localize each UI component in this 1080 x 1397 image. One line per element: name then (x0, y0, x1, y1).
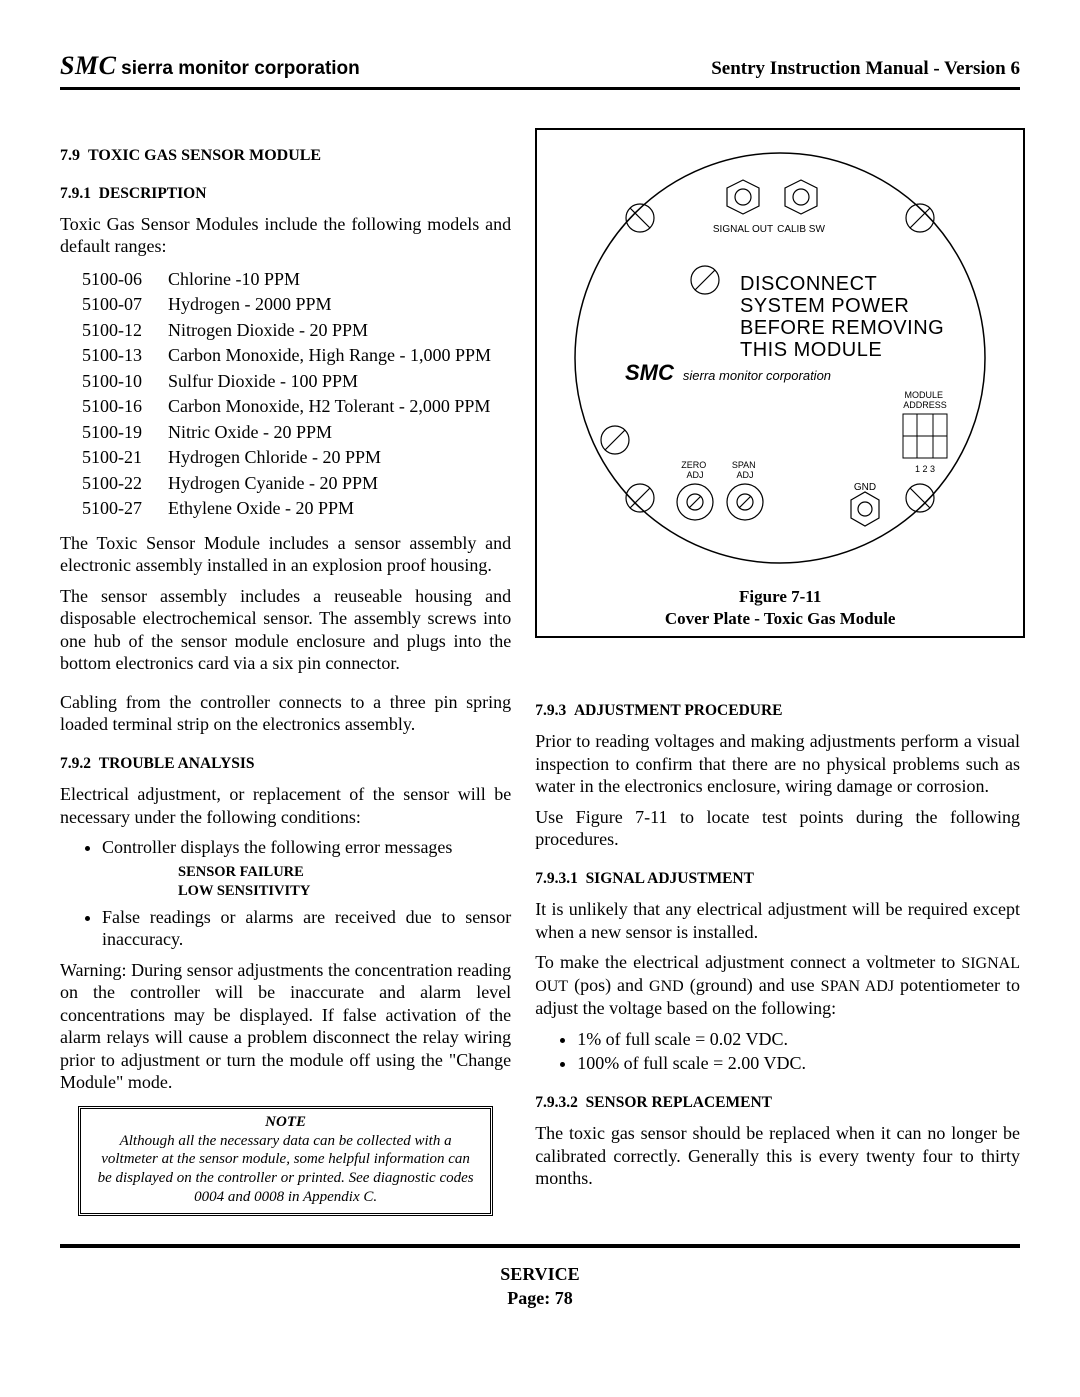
list-item: 5100-07Hydrogen - 2000 PPM (82, 293, 511, 316)
desc-p2: The sensor assembly includes a reuseable… (60, 585, 511, 675)
section-7-9-1-heading: 7.9.1 DESCRIPTION (60, 184, 511, 203)
sigadj-p1: It is unlikely that any electrical adjus… (535, 898, 1020, 943)
list-item: 100% of full scale = 2.00 VDC. (577, 1052, 1020, 1075)
svg-text:SIGNAL OUT: SIGNAL OUT (713, 224, 773, 235)
list-item: 5100-10Sulfur Dioxide - 100 PPM (82, 370, 511, 393)
svg-text:SPAN ADJ: SPAN ADJ (732, 460, 758, 480)
brand-company: sierra monitor corporation (121, 58, 360, 79)
sec-num: 7.9.2 (60, 755, 91, 772)
error-msg: SENSOR FAILURE (178, 863, 511, 883)
list-item: 5100-22Hydrogen Cyanide - 20 PPM (82, 472, 511, 495)
brand-smc: SMC (60, 51, 116, 80)
desc-p3: Cabling from the controller connects to … (60, 691, 511, 736)
figure-7-11: SIGNAL OUT CALIB SW DISCONNECT SYSTEM PO… (535, 128, 1025, 638)
list-item: 5100-12Nitrogen Dioxide - 20 PPM (82, 319, 511, 342)
list-item: 5100-13Carbon Monoxide, High Range - 1,0… (82, 344, 511, 367)
sec-num: 7.9.1 (60, 185, 91, 202)
note-title: NOTE (93, 1113, 478, 1132)
desc-intro: Toxic Gas Sensor Modules include the fol… (60, 213, 511, 258)
list-item: 5100-19Nitric Oxide - 20 PPM (82, 421, 511, 444)
svg-text:SMC sierra monitor c: SMC sierra monitor corporation (625, 360, 831, 385)
list-item: 5100-27Ethylene Oxide - 20 PPM (82, 497, 511, 520)
sec-title: TROUBLE ANALYSIS (99, 755, 255, 772)
svg-text:1 2 3: 1 2 3 (915, 464, 935, 474)
svg-text:CALIB SW: CALIB SW (777, 224, 825, 235)
label-gnd: GND (649, 978, 684, 995)
svg-text:ZERO ADJ: ZERO ADJ (681, 460, 709, 480)
trouble-bullets: Controller displays the following error … (102, 836, 511, 951)
cover-plate-diagram: SIGNAL OUT CALIB SW DISCONNECT SYSTEM PO… (545, 140, 1015, 580)
trouble-intro: Electrical adjustment, or replacement of… (60, 783, 511, 828)
list-item: 5100-16Carbon Monoxide, H2 Tolerant - 2,… (82, 395, 511, 418)
list-item: Controller displays the following error … (102, 836, 511, 902)
sec-title: ADJUSTMENT PROCEDURE (574, 702, 783, 719)
section-7-9-3-2-heading: 7.9.3.2 SENSOR REPLACEMENT (535, 1093, 1020, 1112)
note-text: Although all the necessary data can be c… (93, 1132, 478, 1207)
adj-p2: Use Figure 7-11 to locate test points du… (535, 806, 1020, 851)
note-box: NOTE Although all the necessary data can… (78, 1106, 493, 1216)
list-item: 5100-06Chlorine -10 PPM (82, 268, 511, 291)
sigadj-p2: To make the electrical adjustment connec… (535, 951, 1020, 1020)
footer-page: Page: 78 (60, 1286, 1020, 1310)
desc-p1: The Toxic Sensor Module includes a senso… (60, 532, 511, 577)
list-item: False readings or alarms are received du… (102, 906, 511, 951)
label-span-adj: SPAN ADJ (821, 978, 894, 995)
section-7-9-3-1-heading: 7.9.3.1 SIGNAL ADJUSTMENT (535, 869, 1020, 888)
sigadj-bullets: 1% of full scale = 0.02 VDC. 100% of ful… (577, 1028, 1020, 1075)
sec-num: 7.9.3.1 (535, 870, 578, 887)
header-left: SMC sierra monitor corporation (60, 50, 360, 83)
page-header: SMC sierra monitor corporation Sentry In… (60, 50, 1020, 90)
svg-text:MODULE ADDRESS: MODULE ADDRESS (903, 390, 947, 410)
model-list: 5100-06Chlorine -10 PPM 5100-07Hydrogen … (82, 268, 511, 520)
sec-title: DESCRIPTION (99, 185, 207, 202)
footer-section: SERVICE (60, 1262, 1020, 1286)
sec-title: TOXIC GAS SENSOR MODULE (88, 147, 321, 164)
svg-text:DISCONNECT SYSTEM PO: DISCONNECT SYSTEM POWER BEFORE REMOVING … (740, 273, 950, 361)
sec-title: SENSOR REPLACEMENT (586, 1094, 772, 1111)
sec-num: 7.9 (60, 147, 80, 164)
section-7-9-heading: 7.9 TOXIC GAS SENSOR MODULE (60, 146, 511, 166)
adj-p1: Prior to reading voltages and making adj… (535, 730, 1020, 798)
list-item: 5100-21Hydrogen Chloride - 20 PPM (82, 446, 511, 469)
page-footer: SERVICE Page: 78 (60, 1244, 1020, 1311)
section-7-9-2-heading: 7.9.2 TROUBLE ANALYSIS (60, 754, 511, 773)
sensor-replace-p1: The toxic gas sensor should be replaced … (535, 1122, 1020, 1190)
figure-caption: Figure 7-11 Cover Plate - Toxic Gas Modu… (545, 586, 1015, 630)
sec-num: 7.9.3.2 (535, 1094, 578, 1111)
list-item: 1% of full scale = 0.02 VDC. (577, 1028, 1020, 1051)
trouble-warning: Warning: During sensor adjustments the c… (60, 959, 511, 1094)
sec-num: 7.9.3 (535, 702, 566, 719)
error-msg: LOW SENSITIVITY (178, 882, 511, 902)
section-7-9-3-heading: 7.9.3 ADJUSTMENT PROCEDURE (535, 701, 1020, 720)
header-right: Sentry Instruction Manual - Version 6 (711, 57, 1020, 81)
